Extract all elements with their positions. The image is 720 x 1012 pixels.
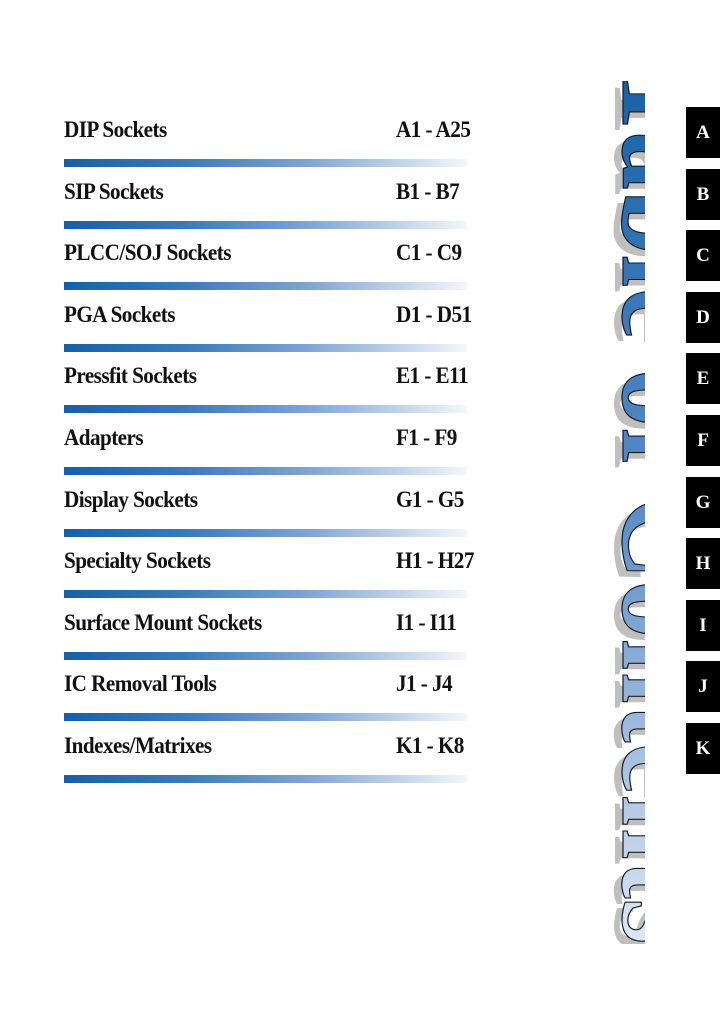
entry-pages: F1 - F9 <box>396 424 457 450</box>
entry-label: Surface Mount Sockets <box>64 609 262 635</box>
entry-label: Specialty Sockets <box>64 548 211 574</box>
entry-pages: E1 - E11 <box>396 363 469 389</box>
gradient-rule <box>64 528 467 537</box>
entry-label: Display Sockets <box>64 486 198 512</box>
gradient-rule <box>64 405 467 414</box>
tab-f[interactable]: F <box>686 415 720 466</box>
gradient-rule <box>64 343 467 352</box>
toc-entry-sip[interactable]: SIP Sockets B1 - B7 <box>64 176 484 238</box>
toc-entry-specialty[interactable]: Specialty Sockets H1 - H27 <box>64 545 484 607</box>
entry-label: PLCC/SOJ Sockets <box>64 240 231 266</box>
title-text: Table of Contents <box>595 64 645 944</box>
toc-entry-pressfit[interactable]: Pressfit Sockets E1 - E11 <box>64 360 484 422</box>
toc-list: DIP Sockets A1 - A25 SIP Sockets B1 - B7… <box>64 114 484 792</box>
entry-pages: G1 - G5 <box>396 486 464 512</box>
entry-pages: D1 - D51 <box>396 301 472 327</box>
entry-label: IC Removal Tools <box>64 671 217 697</box>
toc-entry-plcc-soj[interactable]: PLCC/SOJ Sockets C1 - C9 <box>64 237 484 299</box>
tab-c[interactable]: C <box>686 230 720 282</box>
toc-entry-indexes[interactable]: Indexes/Matrixes K1 - K8 <box>64 730 484 792</box>
tab-i[interactable]: I <box>686 599 720 651</box>
tab-a[interactable]: A <box>686 107 720 158</box>
toc-entry-surface-mount[interactable]: Surface Mount Sockets I1 - I11 <box>64 607 484 669</box>
toc-entry-display[interactable]: Display Sockets G1 - G5 <box>64 484 484 546</box>
entry-pages: A1 - A25 <box>396 117 471 142</box>
gradient-rule <box>64 159 467 167</box>
gradient-rule <box>64 774 467 783</box>
entry-label: Adapters <box>64 424 144 450</box>
entry-label: SIP Sockets <box>64 178 164 204</box>
tab-j[interactable]: J <box>686 661 720 713</box>
toc-entry-pga[interactable]: PGA Sockets D1 - D51 <box>64 299 484 361</box>
gradient-rule <box>64 220 467 229</box>
tab-k[interactable]: K <box>686 723 720 774</box>
entry-label: Indexes/Matrixes <box>64 732 212 758</box>
tab-g[interactable]: G <box>686 476 720 528</box>
gradient-rule <box>64 282 467 291</box>
entry-label: Pressfit Sockets <box>64 363 197 389</box>
gradient-rule <box>64 713 467 722</box>
tab-h[interactable]: H <box>686 538 720 590</box>
entry-label: DIP Sockets <box>64 117 167 142</box>
entry-pages: C1 - C9 <box>396 240 462 266</box>
toc-entry-ic-removal[interactable]: IC Removal Tools J1 - J4 <box>64 668 484 730</box>
tab-d[interactable]: D <box>686 291 720 343</box>
tab-e[interactable]: E <box>686 353 720 405</box>
entry-pages: K1 - K8 <box>396 732 464 758</box>
toc-entry-dip[interactable]: DIP Sockets A1 - A25 <box>64 114 484 176</box>
gradient-rule <box>64 466 467 475</box>
vertical-title: Table of Contents Table of Contents <box>515 63 720 950</box>
toc-entry-adapters[interactable]: Adapters F1 - F9 <box>64 422 484 484</box>
gradient-rule <box>64 651 467 660</box>
entry-pages: J1 - J4 <box>396 671 453 697</box>
entry-pages: H1 - H27 <box>396 548 474 574</box>
entry-label: PGA Sockets <box>64 301 175 327</box>
entry-pages: B1 - B7 <box>396 178 460 204</box>
gradient-rule <box>64 590 467 599</box>
entry-pages: I1 - I11 <box>396 609 457 635</box>
tab-b[interactable]: B <box>686 168 720 220</box>
